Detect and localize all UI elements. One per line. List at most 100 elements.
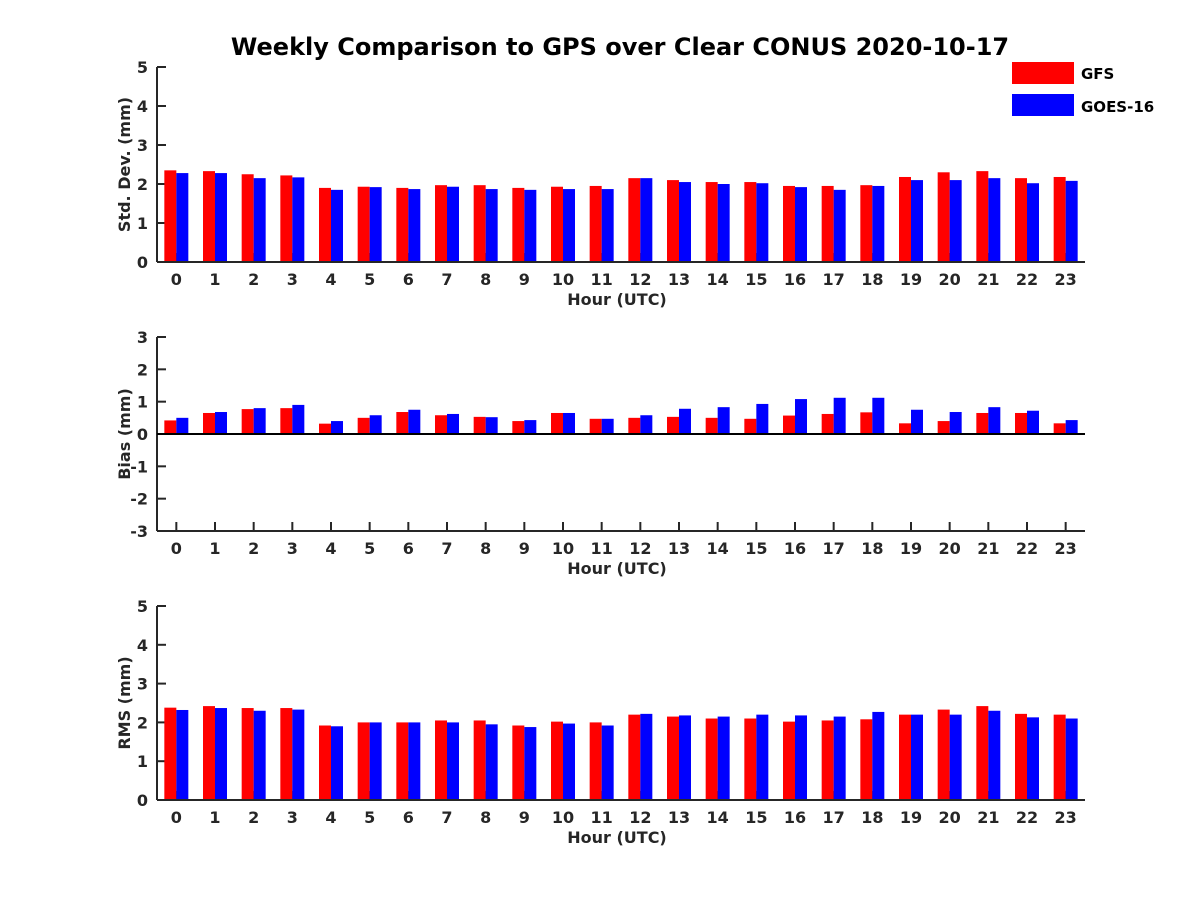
chart-title: Weekly Comparison to GPS over Clear CONU…	[231, 33, 1009, 61]
bar-goes16-hour-12	[640, 415, 653, 434]
x-tick-label: 7	[441, 808, 452, 827]
bar-gfs-hour-6	[396, 412, 409, 434]
x-tick-label: 14	[707, 270, 729, 289]
x-tick-label: 12	[629, 539, 651, 558]
x-tick-label: 1	[209, 808, 220, 827]
y-axis-label: Bias (mm)	[115, 388, 134, 480]
bar-gfs-hour-13	[667, 416, 679, 434]
bar-goes16-hour-21	[988, 407, 1001, 434]
bar-gfs-hour-3	[280, 708, 293, 800]
bar-gfs-hour-7	[435, 185, 447, 262]
x-tick-label: 18	[861, 808, 883, 827]
bar-goes16-hour-20	[949, 180, 962, 262]
x-tick-label: 10	[552, 808, 574, 827]
y-tick-label: 2	[137, 175, 148, 194]
x-tick-label: 4	[325, 270, 336, 289]
bar-goes16-hour-11	[601, 189, 614, 262]
bar-goes16-hour-7	[447, 186, 459, 262]
bar-gfs-hour-15	[744, 418, 757, 434]
bar-goes16-hour-0	[176, 173, 189, 262]
bar-gfs-hour-1	[203, 171, 215, 262]
legend-label-gfs: GFS	[1081, 65, 1114, 83]
bar-gfs-hour-21	[976, 706, 989, 800]
x-tick-label: 13	[668, 539, 690, 558]
bar-gfs-hour-8	[473, 185, 486, 262]
x-tick-label: 22	[1016, 808, 1038, 827]
x-tick-label: 17	[823, 539, 845, 558]
bar-goes16-hour-20	[949, 412, 962, 434]
bar-goes16-hour-2	[253, 710, 266, 800]
bar-goes16-hour-1	[215, 708, 227, 800]
bar-goes16-hour-4	[331, 726, 343, 800]
bar-gfs-hour-14	[705, 417, 718, 434]
bar-gfs-hour-12	[628, 178, 641, 262]
legend-swatch-gfs	[1012, 62, 1074, 84]
bar-gfs-hour-15	[744, 182, 757, 262]
bar-gfs-hour-7	[435, 720, 447, 800]
bar-goes16-hour-14	[717, 407, 730, 434]
bar-gfs-hour-0	[164, 170, 177, 262]
bar-goes16-hour-21	[988, 178, 1001, 262]
x-tick-label: 6	[403, 270, 414, 289]
bar-goes16-hour-18	[872, 711, 885, 800]
x-tick-label: 20	[939, 539, 961, 558]
bar-gfs-hour-16	[783, 415, 795, 434]
bar-goes16-hour-13	[679, 715, 691, 800]
bar-gfs-hour-5	[357, 186, 370, 262]
y-tick-label: -3	[130, 522, 148, 541]
bar-goes16-hour-10	[563, 412, 575, 434]
bar-goes16-hour-16	[795, 715, 807, 800]
x-tick-label: 11	[591, 270, 613, 289]
bar-gfs-hour-11	[589, 722, 602, 800]
x-tick-label: 0	[171, 808, 182, 827]
bar-goes16-hour-13	[679, 408, 691, 434]
bar-gfs-hour-17	[821, 413, 834, 434]
y-tick-label: 0	[137, 791, 148, 810]
x-tick-label: 23	[1055, 270, 1077, 289]
bar-gfs-hour-19	[899, 176, 911, 262]
bar-gfs-hour-19	[899, 714, 911, 800]
bar-goes16-hour-8	[485, 724, 498, 800]
x-axis-label: Hour (UTC)	[567, 290, 667, 309]
bar-gfs-hour-23	[1053, 714, 1066, 800]
bar-gfs-hour-16	[783, 721, 795, 800]
legend: GFS GOES-16	[1012, 62, 1154, 116]
bar-gfs-hour-20	[937, 709, 950, 800]
bar-goes16-hour-17	[833, 397, 846, 434]
x-tick-label: 22	[1016, 539, 1038, 558]
bar-goes16-hour-15	[756, 714, 769, 800]
bar-goes16-hour-8	[485, 417, 498, 434]
x-tick-label: 8	[480, 539, 491, 558]
bar-gfs-hour-14	[705, 182, 718, 262]
bar-goes16-hour-3	[292, 404, 305, 434]
x-tick-label: 9	[519, 808, 530, 827]
bar-gfs-hour-10	[551, 186, 563, 262]
bar-goes16-hour-18	[872, 185, 885, 262]
bar-gfs-hour-9	[512, 421, 525, 434]
bar-gfs-hour-9	[512, 725, 525, 800]
bar-goes16-hour-5	[369, 415, 382, 434]
x-tick-label: 19	[900, 270, 922, 289]
bar-goes16-hour-4	[331, 189, 343, 262]
x-tick-label: 9	[519, 270, 530, 289]
x-tick-label: 1	[209, 270, 220, 289]
x-tick-label: 10	[552, 270, 574, 289]
bar-gfs-hour-2	[241, 409, 254, 434]
x-tick-label: 13	[668, 808, 690, 827]
x-tick-label: 15	[745, 270, 767, 289]
x-tick-label: 1	[209, 539, 220, 558]
x-tick-label: 5	[364, 270, 375, 289]
x-tick-label: 19	[900, 808, 922, 827]
x-tick-label: 6	[403, 808, 414, 827]
x-tick-label: 23	[1055, 539, 1077, 558]
bar-goes16-hour-3	[292, 709, 305, 800]
bar-goes16-hour-22	[1027, 717, 1039, 800]
x-tick-label: 7	[441, 270, 452, 289]
bar-goes16-hour-23	[1065, 718, 1078, 800]
bar-gfs-hour-0	[164, 420, 177, 434]
bar-gfs-hour-20	[937, 421, 950, 434]
x-tick-label: 4	[325, 808, 336, 827]
x-tick-label: 20	[939, 808, 961, 827]
y-tick-label: 3	[137, 328, 148, 347]
y-axis-label: Std. Dev. (mm)	[115, 97, 134, 232]
